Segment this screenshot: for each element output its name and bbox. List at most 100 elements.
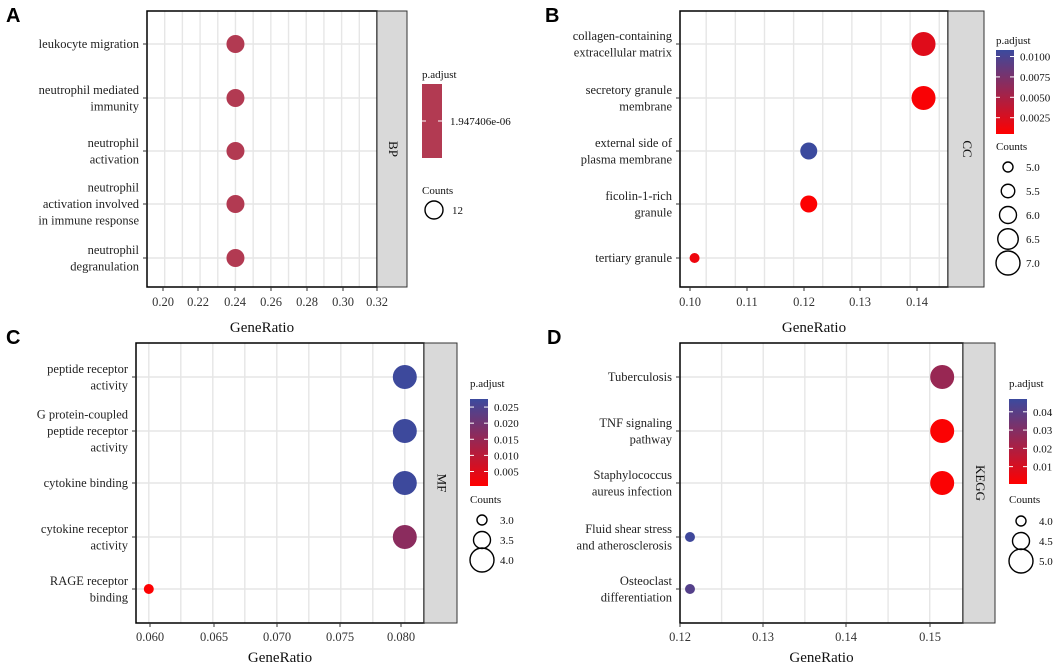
size-legend-title: Counts (1009, 494, 1040, 506)
panel-letter: A (6, 5, 20, 27)
category-label: collagen-containing (573, 29, 673, 43)
category-label: peptide receptor (47, 362, 129, 376)
data-point (689, 253, 700, 263)
color-legend-label: 0.020 (494, 418, 519, 430)
size-legend-title: Counts (470, 494, 501, 506)
panel-letter: C (6, 327, 20, 349)
size-legend-label: 6.5 (1026, 234, 1040, 246)
size-legend-label: 6.0 (1026, 210, 1040, 222)
color-legend-label: 0.01 (1033, 462, 1052, 474)
x-tick-label: 0.12 (669, 630, 691, 644)
size-legend-circle (1008, 548, 1034, 574)
category-label: activity (91, 441, 129, 455)
color-legend-bar (422, 84, 442, 158)
category-label: neutrophil mediated (39, 83, 140, 97)
x-tick-label: 0.30 (332, 295, 354, 309)
x-tick-label: 0.060 (136, 630, 164, 644)
category-label: activity (91, 538, 129, 552)
size-legend-label: 5.5 (1026, 186, 1040, 198)
category-label: Tuberculosis (608, 370, 672, 384)
color-legend-label: 0.005 (494, 467, 519, 479)
data-point (226, 249, 245, 267)
size-legend-label: 7.0 (1026, 258, 1040, 270)
x-tick-label: 0.065 (200, 630, 228, 644)
data-point (930, 365, 955, 389)
x-tick-label: 0.14 (906, 295, 929, 309)
color-legend-title: p.adjust (422, 69, 457, 81)
size-legend-title: Counts (996, 141, 1027, 153)
facet-strip (947, 10, 985, 288)
category-label: and atherosclerosis (577, 538, 673, 552)
size-legend-circle (1000, 183, 1016, 199)
size-legend-circle (476, 514, 488, 526)
x-tick-label: 0.11 (736, 295, 757, 309)
x-tick-label: 0.28 (296, 295, 318, 309)
color-legend-label: 0.0075 (1020, 72, 1051, 84)
category-label: TNF signaling (599, 416, 672, 430)
size-legend-label: 4.0 (500, 555, 514, 567)
data-point (392, 419, 417, 443)
size-legend-circle (995, 250, 1021, 276)
color-legend-bar (1009, 399, 1027, 484)
x-tick-label: 0.20 (152, 295, 174, 309)
size-legend-label: 3.5 (500, 535, 514, 547)
category-label: leukocyte migration (39, 37, 140, 51)
data-point (684, 584, 695, 594)
data-point (800, 195, 818, 213)
data-point (392, 365, 417, 389)
category-label: Staphylococcus (594, 468, 673, 482)
category-label: cytokine receptor (41, 522, 129, 536)
data-point (392, 525, 417, 549)
category-label: binding (90, 590, 129, 604)
facet-strip (376, 10, 408, 288)
size-legend-circle (1002, 161, 1014, 173)
panel-letter: B (545, 5, 559, 27)
x-tick-label: 0.080 (387, 630, 415, 644)
x-axis-title: GeneRatio (789, 650, 853, 665)
x-tick-label: 0.24 (224, 295, 247, 309)
size-legend-circle (469, 547, 495, 573)
x-axis-title: GeneRatio (230, 320, 294, 336)
x-tick-label: 0.13 (752, 630, 774, 644)
x-tick-label: 0.14 (835, 630, 858, 644)
size-legend-label: 3.0 (500, 515, 514, 527)
size-legend-circle (472, 530, 492, 550)
size-legend-circle (424, 200, 444, 220)
color-legend-title: p.adjust (996, 35, 1031, 47)
category-label: ficolin-1-rich (605, 189, 672, 203)
x-tick-label: 0.13 (849, 295, 871, 309)
category-label: activation (90, 152, 140, 166)
category-label: G protein-coupled (37, 408, 129, 422)
category-label: granule (635, 205, 673, 219)
category-label: pathway (630, 432, 673, 446)
category-label: cytokine binding (44, 476, 129, 490)
size-legend-circle (1015, 515, 1027, 527)
x-tick-label: 0.070 (263, 630, 291, 644)
data-point (226, 89, 245, 107)
size-legend-label: 5.0 (1039, 556, 1053, 568)
category-label: activity (91, 378, 129, 392)
color-legend-label: 0.015 (494, 434, 519, 446)
color-legend-label: 1.947406e-06 (450, 116, 511, 128)
color-legend-label: 0.010 (494, 450, 519, 462)
size-legend-circle (998, 205, 1018, 225)
data-point (226, 35, 245, 53)
color-legend-label: 0.025 (494, 402, 519, 414)
panel-a: A BP leukocyte migration neutrophil mediate… (6, 5, 511, 336)
category-label: immunity (90, 99, 139, 113)
color-legend-label: 0.04 (1033, 407, 1053, 419)
category-label: degranulation (70, 259, 139, 273)
x-tick-label: 0.075 (326, 630, 354, 644)
data-point (800, 142, 818, 160)
data-point (226, 195, 245, 213)
x-tick-label: 0.10 (679, 295, 701, 309)
category-label: plasma membrane (581, 152, 673, 166)
panel-d: D KEGG Tuberculosis TNF signaling pathway Sta… (547, 327, 1053, 665)
color-legend-title: p.adjust (470, 378, 505, 390)
category-label: Fluid shear stress (585, 522, 672, 536)
data-point (143, 584, 154, 594)
category-label: extracellular matrix (574, 45, 673, 59)
facet-label: MF (435, 474, 450, 493)
data-point (911, 86, 936, 110)
